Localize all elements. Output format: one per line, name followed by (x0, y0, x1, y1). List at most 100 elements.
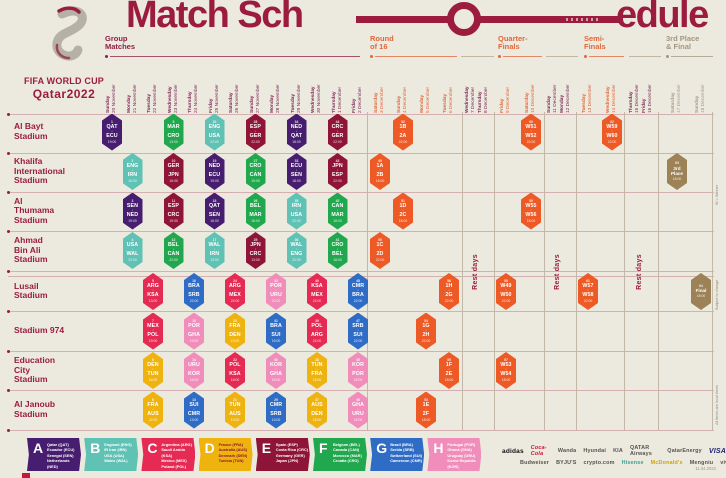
stadium-label-7: Education City Stadium (14, 355, 56, 385)
home-code: CMR (351, 283, 365, 290)
separator-dot-icon: • (275, 327, 277, 332)
home-code: CRO (249, 163, 262, 170)
phase-header-qf: Quarter- Finals (498, 34, 528, 52)
kickoff-time: 13:00 (271, 417, 281, 422)
kickoff-time: 18:00 (292, 179, 301, 184)
match-badge-14: 14 URU • KOR 16:00 (184, 352, 204, 389)
match-badge-43: 43 JPN • ESP 22:00 (327, 153, 348, 190)
grid-column-divider (543, 112, 545, 430)
match-number: 16 (192, 279, 196, 284)
match-badge-30: 30 KOR • GHA 16:00 (266, 352, 286, 389)
phase-line-dot-sf (584, 55, 587, 58)
sponsor-logo-qatar-airways: QATAR Airways (629, 445, 653, 457)
separator-dot-icon: • (379, 247, 381, 252)
match-badge-17: 17 WAL • IRN 13:00 (204, 232, 225, 269)
match-badge-5: 5 ARG • KSA 13:00 (143, 273, 163, 310)
match-badge-1: 1 QAT • ECU 19:00 (102, 113, 122, 151)
away-code: 2H (422, 331, 430, 338)
match-badge-32: 32 POR • URU 22:00 (266, 273, 286, 310)
home-code: POR (270, 283, 282, 290)
match-badge-26: 26 BEL • MAR 16:00 (245, 192, 266, 230)
separator-dot-icon: • (425, 327, 427, 332)
sponsor-row2: Budweiser BYJU'S crypto.com Hisense McDonald… (520, 460, 726, 466)
date-column-dec15: Thursday 15 December (629, 59, 641, 113)
grid-row-dot (7, 389, 10, 392)
page-title: Match Sch (126, 0, 304, 36)
sponsor-logo-kia: KIA (613, 448, 623, 454)
match-number: 14 (192, 358, 196, 363)
match-number: 5 (152, 279, 154, 284)
group-letter: F (319, 440, 328, 456)
date-value: 23 November (173, 84, 179, 113)
kickoff-time: 22:00 (353, 338, 363, 343)
date-column-dec17: Saturday 17 December (671, 59, 683, 113)
grid-row-dot (7, 428, 10, 432)
match-badge-53: 53 1E • 2F 18:00 (416, 391, 436, 429)
home-code: W49 (500, 283, 512, 290)
separator-dot-icon: • (357, 406, 359, 411)
match-badge-49: 49 1A • 2B 18:00 (370, 153, 390, 190)
separator-dot-icon: • (131, 168, 134, 173)
match-badge-12: 12 BEL • CAN 22:00 (163, 232, 184, 269)
away-code: AUS (147, 410, 159, 417)
match-badge-61: 61 W57 • W58 22:00 (578, 273, 598, 310)
date-column-dec14: Wednesday 14 December (606, 59, 618, 113)
match-number: 22 (233, 358, 237, 363)
separator-dot-icon: • (295, 168, 298, 173)
away-code: MAR (331, 211, 344, 218)
match-badge-13: 13 SUI • CMR 13:00 (184, 391, 204, 429)
separator-dot-icon: • (425, 406, 427, 411)
group-legend-A: A Qatar (QAT) Ecuador (ECU) Senegal (SEN) Ne… (27, 438, 81, 471)
match-number: 47 (356, 318, 360, 323)
separator-dot-icon: • (316, 406, 318, 411)
grid-row-line (8, 390, 714, 391)
date-value: 17 December (676, 84, 682, 113)
kickoff-time: 18:00 (292, 139, 301, 144)
kickoff-time: 18:00 (333, 258, 342, 263)
away-code: 2G (445, 292, 453, 299)
phase-line-sf (589, 56, 624, 57)
date-column-nov28: Monday 28 November (270, 59, 282, 113)
match-badge-63: 63 3rd Place 18:00 (667, 153, 687, 190)
date-value: 13 December (587, 84, 593, 113)
date-column-dec5: Monday 5 December (420, 59, 432, 113)
kickoff-time: 19:00 (169, 218, 178, 223)
kickoff-time: 16:00 (189, 378, 199, 383)
match-number: 4 (131, 238, 134, 243)
match-badge-22: 22 POL • KSA 16:00 (225, 352, 245, 389)
separator-dot-icon: • (448, 367, 450, 372)
home-code: TUN (311, 362, 323, 369)
match-badge-31: 31 BRA • SUI 19:00 (266, 312, 286, 350)
date-value: 2 December (357, 86, 363, 113)
match-badge-23: 23 FRA • DEN 19:00 (225, 312, 245, 350)
date-column-dec4: Sunday 4 December (397, 59, 409, 113)
group-legend-E: E Spain (ESP) Costa Rica (CRC) Germany (GER… (255, 438, 310, 471)
date-column-dec18: Sunday 18 December (695, 59, 707, 113)
kickoff-time: 16:00 (169, 179, 178, 184)
separator-dot-icon: • (402, 207, 404, 212)
grid-row-line (8, 230, 714, 232)
kickoff-time: 16:00 (128, 179, 137, 184)
home-code: BEL (250, 202, 261, 209)
match-badge-4: 4 USA • WAL 22:00 (122, 232, 143, 269)
grid-column-divider (657, 112, 659, 430)
match-badge-64: 64 Final 18:00 (691, 273, 711, 310)
home-code: USA (126, 242, 139, 249)
date-value: 25 November (214, 84, 220, 113)
group-letter: C (147, 440, 158, 456)
away-code: USA (208, 132, 221, 139)
match-number: 36 (294, 238, 299, 243)
separator-dot-icon: • (254, 207, 257, 212)
date-column-nov26: Saturday 26 November (229, 59, 241, 113)
match-badge-58: 58 W49 • W50 22:00 (496, 273, 516, 310)
phase-line-dot-qf (498, 55, 501, 58)
match-number: 48 (356, 279, 360, 284)
kickoff-time: 22:00 (271, 299, 281, 304)
date-day: Wednesday (167, 86, 173, 113)
sponsor-logo-budweiser: Budweiser (520, 460, 550, 466)
kickoff-time: 16:00 (251, 218, 260, 223)
date-value: 9 December (505, 86, 511, 113)
group-team-list: Spain (ESP) Costa Rica (CRC) Germany (GER)… (275, 442, 309, 464)
separator-dot-icon: • (448, 288, 450, 293)
away-code: SEN (208, 211, 221, 218)
